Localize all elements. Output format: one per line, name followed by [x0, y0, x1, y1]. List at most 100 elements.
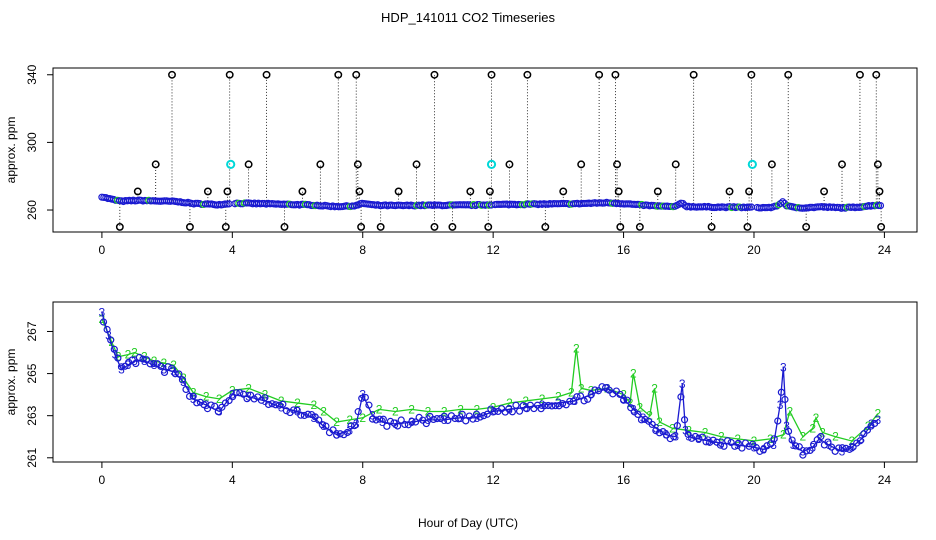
series-point-3 [677, 393, 685, 401]
series-label-2: 2 [180, 371, 187, 385]
y-tick-label: 300 [25, 132, 39, 152]
series-label-3: 3 [99, 306, 106, 320]
series-point-3 [856, 437, 864, 445]
series-point-3 [853, 439, 861, 447]
series-point-3 [734, 439, 742, 447]
series-label-3: 3 [620, 392, 627, 406]
series-point-3 [788, 436, 796, 444]
series-point-3 [745, 442, 753, 450]
series-point-3 [670, 433, 678, 441]
series-point-3 [483, 410, 491, 418]
series-point-3 [164, 363, 172, 371]
series-point-3 [512, 401, 520, 409]
series-point-3 [300, 411, 308, 420]
series-point-3 [792, 442, 800, 450]
series-label-3: 3 [353, 417, 360, 431]
series-point-3 [591, 386, 599, 394]
series-point-3 [376, 415, 384, 423]
y-tick-label: 263 [25, 405, 39, 425]
series-point-3 [225, 396, 233, 405]
series-label-2: 2 [656, 415, 663, 429]
series-label-2: 2 [588, 383, 595, 397]
series-point-3 [795, 443, 803, 451]
series-label-2: 2 [718, 430, 725, 444]
series-point-3 [508, 408, 516, 416]
series-label-2: 2 [125, 348, 132, 362]
series-label-3: 3 [682, 423, 689, 437]
series-point-3 [810, 440, 818, 449]
series-point-3 [871, 419, 879, 428]
series-point-3 [329, 426, 337, 434]
spike-point [873, 160, 882, 169]
series-point-3 [304, 410, 312, 418]
spike-point [616, 222, 625, 231]
highlight-point [486, 159, 497, 169]
series-label-2: 2 [787, 404, 794, 418]
series-label-2: 2 [229, 383, 236, 397]
series-point-3 [451, 414, 459, 423]
x-tick-label: 8 [359, 473, 366, 487]
series-label-2: 2 [578, 381, 585, 395]
spike-point [877, 222, 886, 231]
y-axis-title-bottom: approx. ppm [4, 349, 18, 416]
y-axis-title-top: approx. ppm [4, 117, 18, 184]
x-tick-label: 16 [617, 473, 631, 487]
spike-point [355, 187, 364, 196]
series-point-3 [799, 451, 807, 459]
series-point-3 [576, 392, 585, 400]
series-point-3 [103, 325, 111, 334]
y-tick-label: 260 [25, 200, 39, 220]
series-point-3 [827, 443, 836, 451]
series-point-3 [648, 420, 656, 429]
series-label-2: 2 [131, 346, 138, 360]
series-point-3 [132, 359, 140, 368]
series-point-3 [444, 416, 452, 425]
series-label-2: 2 [646, 409, 653, 423]
series-point-3 [361, 393, 369, 402]
series-label-2: 2 [425, 404, 432, 418]
series-point-3 [340, 431, 348, 439]
spike-point [635, 222, 644, 231]
series-point-3 [99, 318, 108, 326]
series-point-3 [117, 363, 126, 371]
series-point-3 [193, 399, 201, 407]
series-label-3: 3 [777, 398, 784, 412]
spike-point [523, 70, 532, 79]
x-axis-title: Hour of Day (UTC) [418, 516, 518, 530]
series-point-3 [666, 435, 674, 443]
spike-point [221, 222, 230, 231]
chart-title: HDP_141011 CO2 Timeseries [381, 10, 555, 25]
series-point-3 [275, 401, 283, 409]
x-tick-label: 24 [878, 243, 892, 257]
series-point-3 [232, 389, 240, 397]
series-label-2: 2 [333, 415, 340, 429]
series-label-2: 2 [734, 432, 741, 446]
x-tick-label: 16 [617, 243, 631, 257]
series-label-2: 2 [408, 402, 415, 416]
series-label-3: 3 [679, 377, 686, 391]
series-label-2: 2 [573, 341, 580, 355]
series-point-3 [290, 406, 298, 414]
series-point-3 [842, 444, 850, 453]
spike-point [595, 70, 604, 79]
x-tick-label: 20 [747, 243, 761, 257]
series-point-3 [322, 422, 330, 430]
highlight-point [226, 159, 236, 169]
series-point-3 [548, 402, 556, 410]
spike-point [707, 222, 716, 231]
spike-point [430, 222, 439, 231]
series-point-3 [386, 417, 395, 425]
series-label-2: 2 [630, 367, 637, 381]
series-point-3 [408, 417, 416, 426]
series-label-3: 3 [457, 411, 464, 425]
series-point-3 [723, 437, 732, 445]
series-point-3 [114, 354, 122, 362]
spike-point [430, 70, 439, 79]
series-point-3 [680, 416, 689, 424]
series-point-3 [264, 400, 273, 409]
series-point-3 [121, 362, 129, 370]
series-point-3 [777, 388, 785, 396]
spike-point [357, 222, 366, 231]
series-point-3 [333, 431, 341, 439]
